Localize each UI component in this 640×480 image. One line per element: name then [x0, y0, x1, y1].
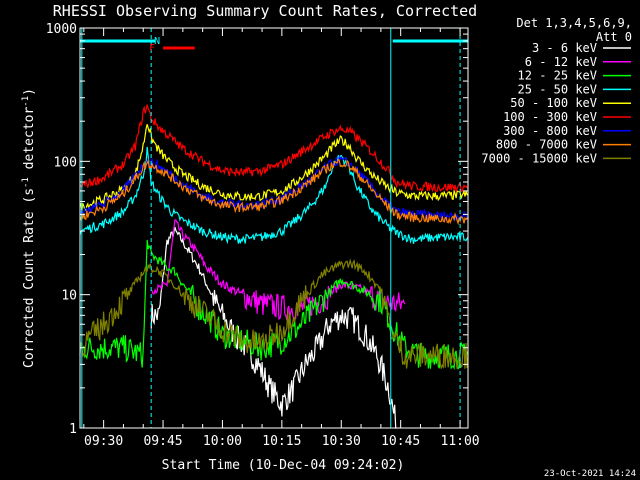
legend-label-6: 100 - 300 keV	[503, 110, 597, 124]
legend-title-line-2: Att 0	[596, 30, 632, 44]
x-tick-label-5: 10:30	[322, 434, 361, 449]
legend-label-1: 3 - 6 keV	[532, 41, 597, 55]
legend-label-3: 12 - 25 keV	[518, 69, 597, 83]
legend-label-5: 50 - 100 keV	[510, 96, 597, 110]
x-tick-label-7: 11:00	[441, 434, 480, 449]
series-1-line	[150, 226, 397, 429]
y-tick-label-2: 10	[61, 289, 77, 304]
plot-frame	[79, 27, 469, 429]
y-axis-label-main: Corrected Count Rate (s	[22, 188, 37, 368]
timestamp: 23-Oct-2021 14:24	[544, 469, 636, 479]
night-label: N	[154, 36, 160, 47]
flare-label: F	[149, 43, 155, 54]
series-4	[79, 146, 469, 245]
y-axis-label: Corrected Count Rate (s-1 detector-1)	[21, 88, 37, 368]
series-9	[79, 258, 469, 369]
annotations: NF	[80, 28, 468, 428]
series-6-line	[79, 104, 469, 193]
legend-label-4: 25 - 50 keV	[518, 82, 597, 96]
x-axis-label: Start Time (10-Dec-04 09:24:02)	[162, 458, 405, 473]
series-5	[79, 124, 469, 212]
y-axis-label-end: )	[22, 88, 37, 96]
series-1	[150, 226, 397, 429]
x-tick-label-1: 09:30	[84, 434, 123, 449]
series-layer	[79, 104, 469, 429]
x-tick-label-3: 10:00	[203, 434, 242, 449]
y-tick-label-3: 100	[54, 155, 77, 170]
y-axis-label-sup-2: -1	[21, 96, 31, 107]
series-9-line	[79, 258, 469, 369]
chart-title: RHESSI Observing Summary Count Rates, Co…	[53, 2, 477, 20]
legend-label-8: 800 - 7000 keV	[496, 138, 597, 152]
series-5-line	[79, 124, 469, 212]
axes: 09:30 09:45 10:00 10:15 10:30 10:45 11:00 1 10 10…	[46, 22, 480, 449]
series-8-line	[79, 158, 469, 226]
series-4-line	[79, 146, 469, 245]
legend-title-line-1: Det 1,3,4,5,6,9,	[516, 16, 632, 30]
series-6	[79, 104, 469, 193]
x-tick-label-2: 09:45	[143, 434, 182, 449]
y-tick-label-4: 1000	[46, 22, 77, 37]
y-tick-label-1: 1	[69, 422, 77, 437]
legend-label-7: 300 - 800 keV	[503, 124, 597, 138]
x-tick-label-4: 10:15	[262, 434, 301, 449]
series-8	[79, 158, 469, 226]
legend-label-9: 7000 - 15000 keV	[481, 151, 597, 165]
y-axis-label-mid: detector	[22, 107, 37, 178]
y-axis-label-sup-1: -1	[21, 177, 31, 188]
x-tick-label-6: 10:45	[381, 434, 420, 449]
legend-label-2: 6 - 12 keV	[525, 55, 597, 69]
